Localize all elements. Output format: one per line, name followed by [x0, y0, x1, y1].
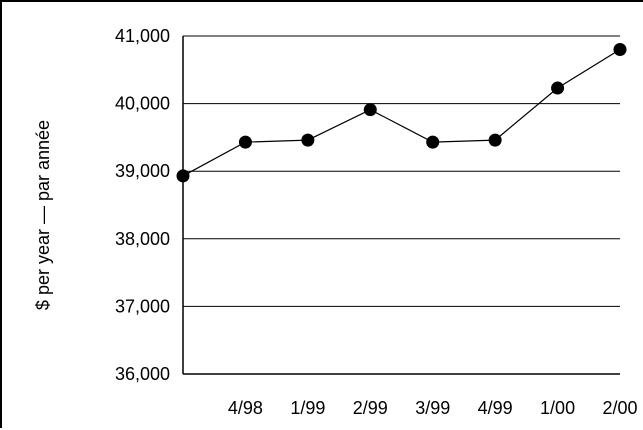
x-axis-tick-label: 1/99: [290, 398, 325, 418]
marker-layer: [176, 43, 627, 183]
data-point: [613, 43, 627, 57]
axis-layer: [182, 36, 620, 375]
series-layer: [182, 49, 621, 177]
y-axis-title: $ per year — par année: [33, 120, 53, 310]
series-line: [182, 49, 621, 177]
y-axis-tick-label: 38,000: [115, 229, 170, 249]
x-axis-tick-label: 3/99: [415, 398, 450, 418]
y-axis-tick-label: 40,000: [115, 94, 170, 114]
data-point: [176, 169, 190, 183]
data-point: [551, 81, 565, 95]
data-point: [238, 135, 252, 149]
data-point: [363, 103, 377, 117]
y-axis-tick-label: 39,000: [115, 161, 170, 181]
data-point: [488, 133, 502, 147]
data-point: [301, 133, 315, 147]
label-layer: 36,000 37,000 38,000 39,000 40,000 41,000 4/98…: [33, 26, 638, 418]
y-axis-tick-label: 41,000: [115, 26, 170, 46]
y-axis-tick-label: 36,000: [115, 364, 170, 384]
y-axis-tick-label: 37,000: [115, 296, 170, 316]
data-point: [426, 135, 440, 149]
x-axis-tick-label: 2/99: [353, 398, 388, 418]
x-axis-tick-label: 2/00: [602, 398, 637, 418]
x-axis-tick-label: 4/99: [478, 398, 513, 418]
x-axis-tick-label: 4/98: [228, 398, 263, 418]
x-axis-tick-label: 1/00: [540, 398, 575, 418]
